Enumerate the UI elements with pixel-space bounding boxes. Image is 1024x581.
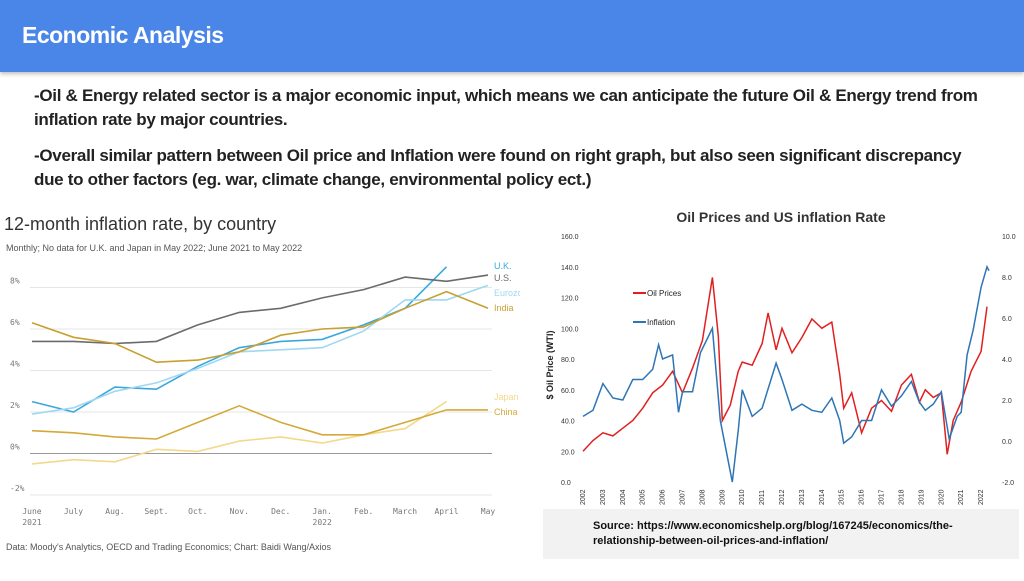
y-axis-label: $ Oil Price (WTI) [545,330,555,399]
series-line-china [31,404,488,440]
right-axis-tick: 6.0 [1002,316,1012,323]
x-year-label: 2015 [839,489,846,505]
inflation-by-country-chart: 12-month inflation rate, by country Mont… [0,205,533,576]
series-line-oil-prices [582,277,988,455]
bullet-list: -Oil & Energy related sector is a major … [34,84,994,204]
right-axis-tick: 2.0 [1002,398,1012,405]
x-year-label: 2008 [699,489,706,505]
x-year-label: 2006 [660,489,667,505]
x-tick-label: April [434,507,458,516]
legend-label: U.K. [494,261,512,271]
x-year-label: 2011 [759,490,766,505]
x-tick-label: May [481,507,496,516]
x-tick-label: 2021 [22,518,41,527]
left-axis-tick: 160.0 [561,234,579,241]
x-tick-label: Sept. [144,507,168,516]
x-year-label: 2017 [879,489,886,505]
bullet-point: -Oil & Energy related sector is a major … [34,86,978,129]
y-tick-label: 4% [10,360,20,369]
left-axis-tick: 140.0 [561,265,579,272]
right-axis-tick: 0.0 [1002,439,1012,446]
y-tick-label: 0% [10,443,20,452]
x-tick-label: March [393,507,417,516]
right-axis-tick: -2.0 [1002,480,1014,487]
source-box: Source: https://www.economicshelp.org/bl… [543,509,1019,559]
x-year-label: 2022 [978,489,985,505]
left-axis-tick: 80.0 [561,357,575,364]
inflation-chart-svg: 12-month inflation rate, by country Mont… [4,214,533,552]
x-tick-label: July [64,507,83,516]
bullet-point: -Overall similar pattern between Oil pri… [34,146,962,189]
x-tick-label: June [22,507,41,516]
x-year-label: 2020 [938,489,945,505]
x-year-label: 2012 [779,489,786,505]
series-line-inflation [582,264,990,483]
legend-label: Eurozone [494,288,520,298]
legend-label: Japan [494,392,519,402]
left-axis-tick: 120.0 [561,296,579,303]
series-line-us [32,274,489,345]
oil-vs-inflation-chart: Oil Prices and US inflation Rate $ Oil P… [543,205,1019,509]
x-tick-label: Feb. [354,507,373,516]
x-tick-label: Jan. [313,507,332,516]
x-year-label: 2014 [819,489,826,505]
x-year-label: 2004 [620,489,627,505]
x-year-label: 2009 [719,489,726,505]
series-line-eurozone [31,284,489,415]
chart-title: Oil Prices and US inflation Rate [676,209,885,225]
legend-label: U.S. [494,273,512,283]
x-year-label: 2007 [680,489,687,505]
x-year-label: 2013 [799,489,806,505]
y-tick-label: 8% [10,277,20,286]
legend-label: Oil Prices [647,289,681,298]
x-tick-label: Dec. [271,507,290,516]
x-year-label: 2003 [600,489,607,505]
source-link-text[interactable]: Source: https://www.economicshelp.org/bl… [593,520,953,547]
x-tick-label: 2022 [313,518,332,527]
chart-subtitle: Monthly; No data for U.K. and Japan in M… [6,243,302,253]
slide-header: Economic Analysis [0,0,1024,72]
chart-title: 12-month inflation rate, by country [4,214,276,234]
x-tick-label: Aug. [105,507,124,516]
oil-chart-svg: Oil Prices and US inflation Rate $ Oil P… [545,209,1016,505]
x-year-label: 2016 [859,489,866,505]
x-year-label: 2018 [898,489,905,505]
chart-footer: Data: Moody's Analytics, OECD and Tradin… [6,542,332,552]
legend-label: China [494,407,518,417]
x-tick-label: Oct. [188,507,207,516]
x-year-label: 2019 [918,489,925,505]
legend-label: Inflation [647,318,675,327]
series-line-uk [31,266,448,413]
x-year-label: 2021 [958,489,965,505]
y-tick-label: 2% [10,401,20,410]
x-year-label: 2005 [640,489,647,505]
left-axis-tick: 60.0 [561,388,575,395]
left-axis-tick: 100.0 [561,326,579,333]
right-axis-tick: 10.0 [1002,234,1016,241]
x-year-label: 2002 [580,489,587,505]
series-line-japan [31,400,447,465]
slide-title: Economic Analysis [22,22,224,48]
left-axis-tick: 40.0 [561,419,575,426]
left-axis-tick: 20.0 [561,449,575,456]
right-axis-tick: 4.0 [1002,357,1012,364]
x-tick-label: Nov. [230,507,249,516]
series-line-india [31,290,489,364]
y-tick-label: -2% [10,484,25,493]
left-axis-tick: 0.0 [561,480,571,487]
legend-label: India [494,303,514,313]
y-tick-label: 6% [10,318,20,327]
x-year-label: 2010 [739,489,746,505]
right-axis-tick: 8.0 [1002,275,1012,282]
